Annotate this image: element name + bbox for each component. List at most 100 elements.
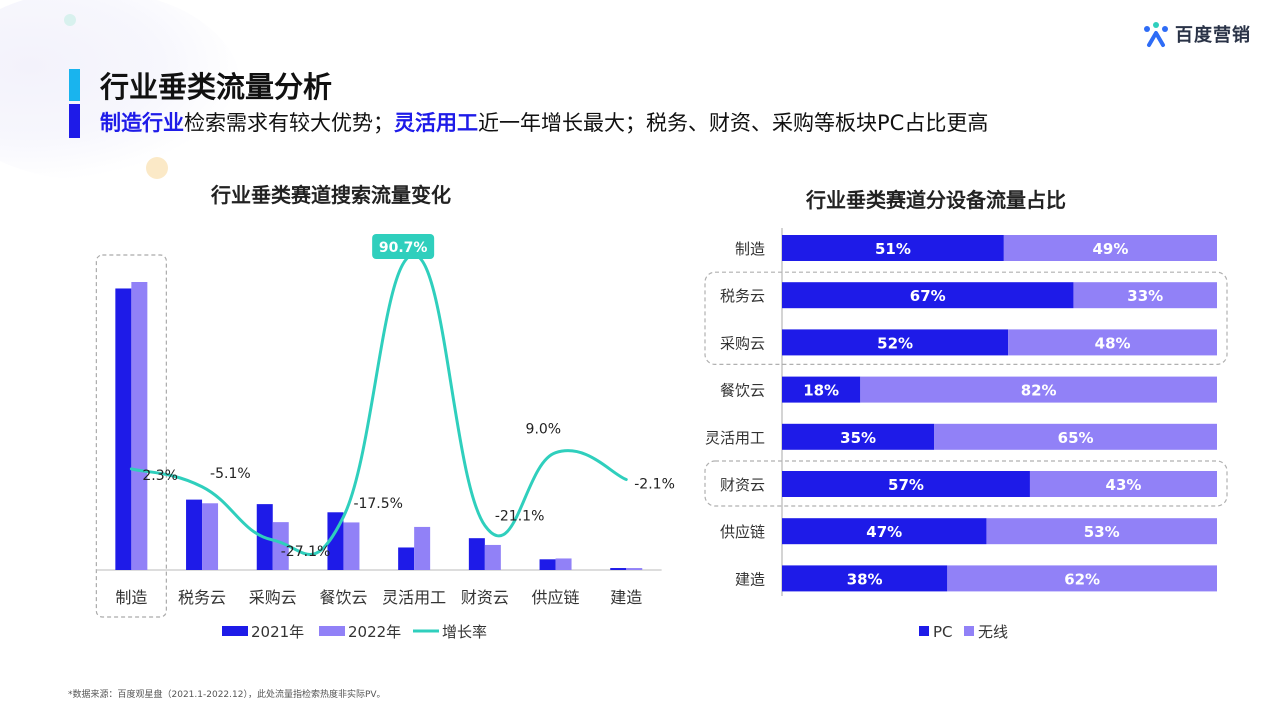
pc-value-label: 57% (888, 476, 924, 494)
bar-pc (782, 565, 948, 592)
legend-label-wireless: 无线 (978, 623, 1008, 641)
bar-2021 (539, 559, 556, 570)
growth-rate-line (129, 253, 628, 556)
highlight-frame (704, 460, 1228, 507)
peak-label-badge (372, 234, 435, 259)
bar-wireless (1003, 235, 1217, 261)
pc-value-label: 47% (866, 523, 902, 541)
legend-label-pc: PC (933, 623, 953, 641)
y-tick-label: 采购云 (720, 334, 765, 352)
pc-value-label: 52% (877, 334, 913, 352)
bar-2022 (343, 522, 360, 570)
growth-rate-label: 2.3% (142, 468, 178, 484)
legend-label-2021: 2021年 (251, 623, 304, 641)
chart-title-device-share: 行业垂类赛道分设备流量占比 (806, 188, 1066, 212)
bar-2022 (272, 522, 289, 570)
bar-pc (782, 282, 1074, 309)
decorative-dot (146, 157, 168, 179)
wireless-value-label: 82% (1021, 382, 1057, 400)
subtitle-text: 检索需求有较大优势； (184, 111, 394, 135)
brand-logo-text: 百度营销 (1175, 25, 1251, 46)
y-tick-label: 建造 (735, 570, 765, 588)
y-tick-label: 灵活用工 (705, 429, 765, 447)
pc-value-label: 51% (875, 240, 911, 258)
bar-wireless (1029, 471, 1217, 497)
wireless-value-label: 43% (1106, 476, 1142, 494)
bar-2021 (610, 568, 627, 570)
bar-wireless (947, 565, 1217, 592)
decorative-dot (64, 14, 76, 26)
highlight-frame (704, 271, 1228, 366)
pc-value-label: 67% (910, 287, 946, 305)
bar-2021 (468, 538, 485, 570)
highlight-frame (95, 254, 167, 618)
chart-title-traffic-change: 行业垂类赛道搜索流量变化 (211, 183, 451, 207)
x-tick-label: 税务云 (178, 588, 226, 607)
bar-wireless (934, 423, 1217, 450)
legend-swatch-wireless (964, 626, 974, 636)
x-tick-label: 财资云 (461, 588, 509, 607)
page-title: 行业垂类流量分析 (100, 70, 333, 104)
bar-pc (782, 235, 1004, 261)
brand-logo: 百度营销 (1142, 20, 1251, 48)
footnote: *数据来源：百度观星盘（2021.1-2022.12），此处流量指检索热度非实际… (68, 690, 386, 700)
growth-rate-label: -2.1% (634, 477, 675, 493)
growth-rate-label: -21.1% (495, 508, 545, 524)
growth-rate-label: -5.1% (210, 466, 251, 482)
wireless-value-label: 65% (1058, 429, 1094, 447)
bar-wireless (986, 518, 1217, 545)
bar-pc (782, 471, 1030, 497)
bar-2022 (202, 503, 219, 570)
x-tick-label: 供应链 (532, 588, 580, 607)
x-tick-label: 餐饮云 (319, 588, 367, 607)
subtitle-accent-bar (69, 104, 80, 138)
bar-2022 (131, 282, 148, 570)
bar-2022 (626, 568, 643, 570)
wireless-value-label: 53% (1084, 523, 1120, 541)
wireless-value-label: 33% (1127, 287, 1163, 305)
x-tick-label: 制造 (115, 588, 147, 607)
y-tick-label: 财资云 (720, 476, 765, 494)
legend-swatch-2022 (319, 626, 345, 636)
y-tick-label: 供应链 (720, 523, 765, 541)
x-tick-label: 灵活用工 (382, 588, 446, 607)
growth-rate-label: 9.0% (526, 422, 562, 438)
legend-swatch-2021 (222, 626, 248, 636)
bar-2022 (555, 558, 572, 570)
subtitle-highlight: 灵活用工 (394, 111, 478, 135)
legend-swatch-pc (919, 626, 929, 636)
growth-rate-label: -27.1% (281, 544, 331, 560)
bar-2022 (484, 544, 501, 570)
bar-pc (782, 376, 861, 403)
bar-2021 (115, 288, 132, 570)
bar-pc (782, 329, 1009, 356)
bar-wireless (860, 376, 1217, 403)
x-tick-label: 采购云 (249, 588, 297, 607)
pc-value-label: 38% (847, 570, 883, 588)
subtitle-text: 近一年增长最大；税务、财资、采购等板块PC占比更高 (478, 111, 989, 135)
pc-value-label: 18% (803, 382, 839, 400)
subtitle-highlight: 制造行业 (100, 111, 184, 135)
legend-label-2022: 2022年 (348, 623, 401, 641)
wireless-value-label: 49% (1092, 240, 1128, 258)
legend-label-growth: 增长率 (442, 623, 487, 641)
y-tick-label: 餐饮云 (720, 382, 765, 400)
bar-2022 (414, 526, 431, 570)
bar-wireless (1008, 329, 1217, 356)
title-accent-bar (69, 69, 80, 101)
growth-rate-label: -17.5% (353, 496, 403, 512)
wireless-value-label: 62% (1064, 570, 1100, 588)
growth-rate-label: 90.7% (379, 240, 428, 256)
y-tick-label: 制造 (735, 240, 765, 258)
pc-value-label: 35% (840, 429, 876, 447)
bar-wireless (1073, 282, 1217, 309)
y-tick-label: 税务云 (720, 287, 765, 305)
bar-pc (782, 423, 935, 450)
baidu-paw-logo-icon (1144, 22, 1168, 47)
bar-2021 (398, 547, 415, 570)
bar-2021 (186, 499, 203, 570)
page-subtitle: 制造行业检索需求有较大优势；灵活用工近一年增长最大；税务、财资、采购等板块PC占… (100, 107, 988, 137)
x-tick-label: 建造 (610, 588, 642, 607)
wireless-value-label: 48% (1095, 334, 1131, 352)
